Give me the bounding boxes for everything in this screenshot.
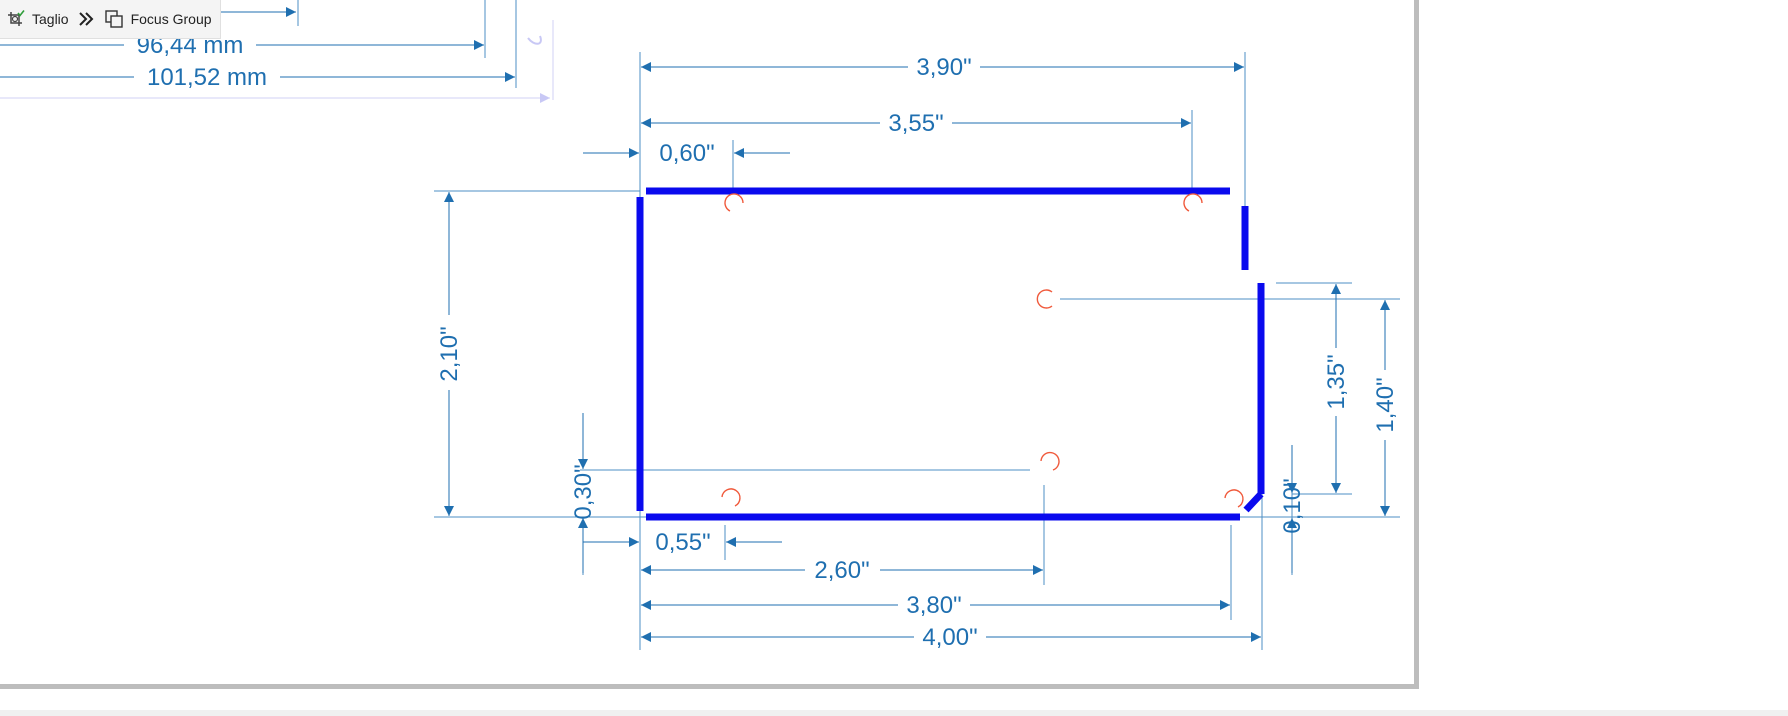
dimensions: 3,90" 3,55" 0,60" 2,10" 0,30" [436, 54, 1399, 651]
arc-handle[interactable] [724, 193, 744, 212]
arc-handle[interactable] [1224, 489, 1244, 508]
page-sheet [0, 0, 1419, 689]
focus-group-icon [103, 8, 125, 30]
arc-handle[interactable] [1040, 451, 1060, 471]
chevron-double-right-icon[interactable] [75, 8, 97, 30]
dim-label-bottom-notch[interactable]: 0,55" [655, 529, 710, 556]
focus-group-label: Focus Group [130, 11, 212, 27]
extension-lines [434, 52, 1400, 650]
bottom-scroll-area [0, 710, 1788, 716]
corner-chamfer-edge[interactable] [1243, 491, 1264, 513]
focus-group-button[interactable]: Focus Group [103, 8, 212, 30]
arc-handle[interactable] [721, 488, 741, 507]
dim-label-right-outer-height[interactable]: 1,40" [1372, 377, 1399, 432]
dim-label-bottom-inner-width[interactable]: 3,80" [906, 592, 961, 619]
cut-label: Taglio [32, 11, 69, 27]
arc-handle[interactable] [1036, 289, 1053, 309]
cut-button[interactable]: Taglio [4, 8, 69, 30]
dim-label-right-inner-height[interactable]: 1,35" [1323, 354, 1350, 409]
part-outline [636, 187, 1265, 521]
crop-check-icon [4, 8, 26, 30]
floating-toolbar: Taglio Focus Group [0, 0, 221, 39]
dim-label-overall-height[interactable]: 2,10" [436, 326, 463, 381]
dim-label-overall-width-bottom[interactable]: 4,00" [922, 624, 977, 651]
dim-label-overall-width-top[interactable]: 3,90" [916, 54, 971, 81]
arc-handle[interactable] [1183, 193, 1203, 212]
bg-dim-label-101-52: 101,52 mm [147, 64, 267, 91]
dim-label-top-notch[interactable]: 0,60" [659, 140, 714, 167]
bg-ghost-handle [527, 35, 542, 45]
dim-label-bottom-mid[interactable]: 2,60" [814, 557, 869, 584]
dim-label-bottom-height[interactable]: 0,30" [570, 464, 597, 519]
arc-handles [721, 193, 1244, 508]
dim-label-top-inner-width[interactable]: 3,55" [888, 110, 943, 137]
dim-label-right-corner[interactable]: 0,10" [1279, 478, 1306, 533]
